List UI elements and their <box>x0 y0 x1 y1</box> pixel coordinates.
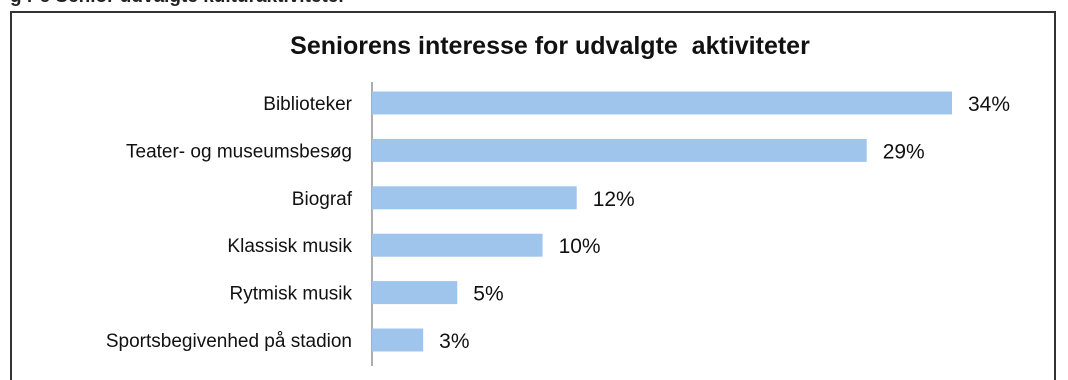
bar <box>372 328 424 352</box>
data-label: 10% <box>559 235 601 258</box>
category-label: Sportsbegivenhed på stadion <box>106 331 352 352</box>
data-label: 3% <box>439 330 469 353</box>
category-label: Teater- og museumsbesøg <box>126 141 352 162</box>
category-label: Klassisk musik <box>227 236 352 257</box>
bar <box>372 233 543 257</box>
category-label: Biograf <box>292 189 353 210</box>
bar <box>372 91 952 115</box>
bar <box>372 138 867 162</box>
chart-title: Seniorens interesse for udvalgte aktivit… <box>290 32 810 60</box>
data-label: 29% <box>883 140 925 163</box>
data-label: 12% <box>593 188 635 211</box>
figure-caption: g r e Senior udvalgte kulturaktiviteter <box>10 0 346 8</box>
data-label: 5% <box>473 283 503 306</box>
bar <box>372 281 458 305</box>
chart-frame <box>10 11 1056 380</box>
category-label: Biblioteker <box>263 94 352 115</box>
data-label: 34% <box>968 93 1010 116</box>
bar <box>372 186 577 210</box>
category-label: Rytmisk musik <box>230 284 353 305</box>
